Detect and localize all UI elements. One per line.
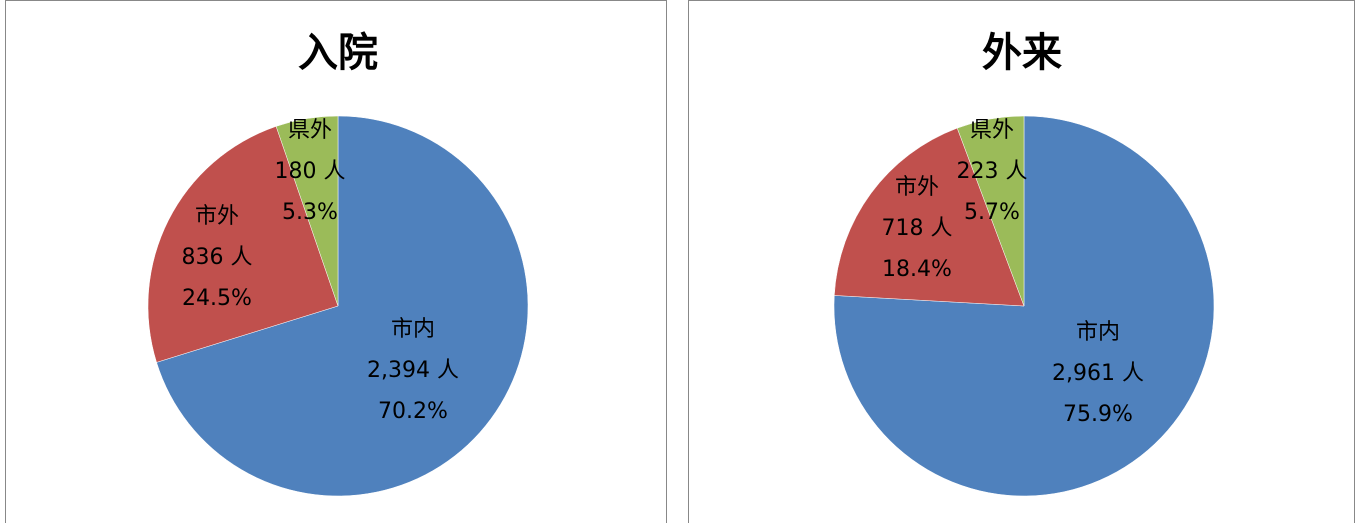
category-label: 県外 — [970, 118, 1014, 143]
value-label: 2,394 人 — [367, 358, 459, 383]
category-label: 市外 — [895, 175, 939, 200]
value-label: 718 人 — [882, 216, 953, 241]
category-label: 県外 — [288, 118, 332, 143]
chart-title: 外来 — [982, 30, 1062, 76]
percent-label: 18.4% — [882, 257, 952, 282]
pie-slice — [156, 115, 529, 497]
pie-slice — [956, 115, 1025, 307]
pie-slice — [834, 127, 1025, 307]
pie-slice — [275, 115, 339, 307]
chart-title: 入院 — [298, 30, 378, 76]
pie-slice — [147, 126, 339, 363]
percent-label: 75.9% — [1063, 402, 1133, 427]
percent-label: 70.2% — [378, 399, 448, 424]
category-label: 市外 — [195, 204, 239, 229]
value-label: 223 人 — [957, 159, 1028, 184]
percent-label: 5.7% — [964, 200, 1020, 225]
value-label: 180 人 — [275, 159, 346, 184]
percent-label: 5.3% — [282, 200, 338, 225]
value-label: 836 人 — [182, 245, 253, 270]
value-label: 2,961 人 — [1052, 361, 1144, 386]
category-label: 市内 — [391, 317, 435, 342]
percent-label: 24.5% — [182, 286, 252, 311]
category-label: 市内 — [1076, 320, 1120, 345]
